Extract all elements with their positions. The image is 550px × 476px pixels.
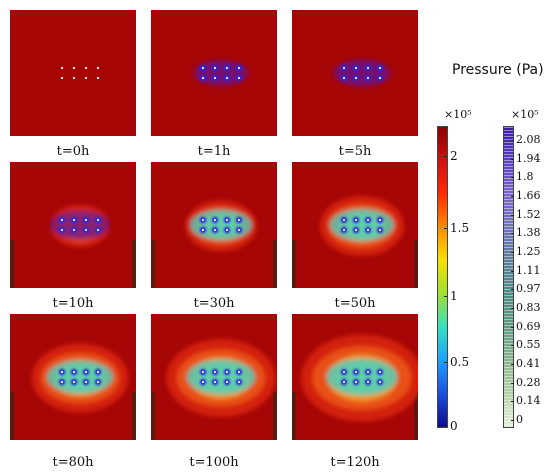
panel-label-t1: t=1h (197, 144, 231, 159)
pressure-panel-t100 (151, 314, 277, 440)
pressure-panel-t5 (292, 10, 418, 136)
small-colorbar-tick: 0.69 (516, 319, 541, 333)
main-colorbar-tick: 1.5 (450, 221, 470, 235)
main-colorbar-tick-mark (444, 228, 447, 229)
main-colorbar (437, 126, 448, 428)
panel-label-t120: t=120h (330, 455, 380, 470)
small-colorbar-tick-mark (511, 158, 514, 160)
small-colorbar-tick-mark (511, 177, 514, 179)
small-colorbar-tick-mark (511, 214, 514, 216)
small-colorbar-tick-mark (511, 196, 514, 197)
pressure-field (292, 314, 418, 440)
main-colorbar-tick: 2 (450, 149, 458, 163)
small-colorbar-tick: 1.94 (516, 151, 541, 165)
small-colorbar-tick: 1.66 (516, 189, 541, 202)
small-colorbar-tick: 0.14 (516, 394, 541, 408)
small-colorbar-tick: 0.28 (516, 375, 541, 389)
main-colorbar-multiplier: ×10⁵ (444, 108, 472, 121)
small-colorbar-tick-mark (511, 289, 514, 291)
pressure-panel-t50 (292, 162, 418, 288)
main-colorbar-tick: 0 (450, 419, 458, 433)
pressure-field (292, 162, 418, 288)
pressure-field (151, 162, 277, 288)
pressure-panel-t80 (10, 314, 136, 440)
panel-label-t0: t=0h (56, 144, 90, 159)
pressure-panel-t0 (10, 10, 136, 136)
small-colorbar-tick: 0 (516, 413, 523, 426)
small-colorbar-tick-mark (511, 140, 514, 141)
main-colorbar-tick-mark (444, 296, 447, 297)
small-colorbar-tick: 0.97 (516, 282, 541, 296)
main-colorbar-tick-mark (444, 426, 447, 427)
pressure-field (10, 314, 136, 440)
pressure-field (151, 314, 277, 440)
small-colorbar-tick-mark (511, 382, 514, 384)
main-colorbar-tick-mark (444, 156, 447, 157)
panel-label-t30: t=30h (193, 296, 235, 311)
small-colorbar-tick-mark (511, 233, 514, 235)
small-colorbar-tick-mark (511, 345, 514, 347)
small-colorbar-tick-mark (511, 364, 514, 365)
small-colorbar-tick-mark (511, 326, 514, 328)
small-colorbar-tick: 0.55 (516, 338, 541, 352)
small-colorbar-tick-mark (511, 401, 514, 403)
small-colorbar-tick-mark (511, 308, 514, 309)
small-colorbar-multiplier: ×10⁵ (511, 108, 539, 121)
pressure-field (10, 162, 136, 288)
panel-label-t50: t=50h (334, 296, 376, 311)
panel-label-t10: t=10h (52, 296, 94, 311)
small-colorbar-tick: 1.38 (516, 226, 541, 240)
pressure-field (151, 10, 277, 136)
small-colorbar-tick: 0.41 (516, 357, 541, 370)
pressure-field (10, 10, 136, 136)
main-colorbar-tick: 1 (450, 289, 458, 303)
main-colorbar-tick: 0.5 (450, 355, 470, 369)
small-colorbar-tick-mark (511, 420, 514, 421)
small-colorbar (503, 126, 514, 428)
panel-label-t5: t=5h (338, 144, 372, 159)
small-colorbar-tick: 1.8 (516, 170, 534, 184)
small-colorbar-tick: 1.11 (516, 263, 541, 277)
small-colorbar-tick-mark (511, 252, 514, 253)
small-colorbar-tick: 2.08 (516, 133, 541, 146)
pressure-field (292, 10, 418, 136)
pressure-panel-t120 (292, 314, 418, 440)
panel-label-t80: t=80h (52, 455, 94, 470)
pressure-panel-t10 (10, 162, 136, 288)
small-colorbar-tick: 1.52 (516, 207, 541, 221)
pressure-panel-t30 (151, 162, 277, 288)
legend-title: Pressure (Pa) (452, 62, 544, 78)
small-colorbar-tick: 0.83 (516, 301, 541, 314)
small-colorbar-tick-mark (511, 270, 514, 272)
main-colorbar-tick-mark (444, 362, 447, 363)
panel-label-t100: t=100h (189, 455, 239, 470)
pressure-panel-t1 (151, 10, 277, 136)
small-colorbar-tick: 1.25 (516, 245, 541, 258)
